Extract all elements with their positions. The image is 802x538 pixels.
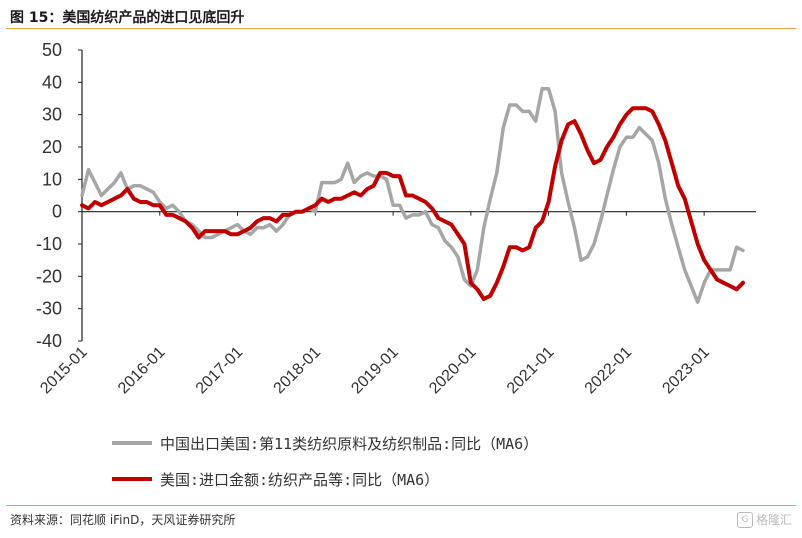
y-tick-label: 10 xyxy=(42,169,62,189)
x-tick-label: 2021-01 xyxy=(504,344,558,398)
series-line-2 xyxy=(80,106,745,301)
bottom-rule xyxy=(6,505,796,506)
series-line-1 xyxy=(80,87,745,304)
y-tick-label: 30 xyxy=(42,105,62,125)
y-axis-ticks: 50 40 30 20 10 0 -10 -20 -30 -40 xyxy=(36,40,82,351)
y-tick-label: -20 xyxy=(36,266,62,286)
x-tick-label: 2016-01 xyxy=(115,344,169,398)
y-tick-label: 40 xyxy=(42,72,62,92)
x-tick-label: 2015-01 xyxy=(37,344,91,398)
y-tick-label: 50 xyxy=(42,40,62,60)
y-tick-label: -10 xyxy=(36,234,62,254)
y-tick-label: -30 xyxy=(36,299,62,319)
x-tick-label: 2017-01 xyxy=(193,344,247,398)
x-tick-label: 2020-01 xyxy=(426,344,480,398)
y-tick-label: -40 xyxy=(36,331,62,351)
x-tick-label: 2018-01 xyxy=(271,344,325,398)
legend-label-2: 美国:进口金额:纺织产品等:同比（MA6） xyxy=(160,471,439,489)
source-note: 资料来源：同花顺 iFinD，天风证券研究所 xyxy=(10,513,236,527)
watermark-text: 格隆汇 xyxy=(755,513,792,527)
figure-title: 图 15：美国纺织产品的进口见底回升 xyxy=(10,10,245,26)
x-tick-label: 2022-01 xyxy=(582,344,636,398)
series-layer xyxy=(80,87,745,304)
legend-label-1: 中国出口美国:第11类纺织原料及纺织制品:同比（MA6） xyxy=(160,435,538,453)
y-tick-label: 20 xyxy=(42,137,62,157)
y-tick-label: 0 xyxy=(52,202,62,222)
watermark-logo-icon: G xyxy=(736,511,753,528)
x-tick-label: 2023-01 xyxy=(659,344,713,398)
top-rule xyxy=(6,28,796,29)
watermark: G 格隆汇 xyxy=(736,511,792,528)
x-axis: 2015-01 2016-01 2017-01 2018-01 2019-01 2020-… xyxy=(37,50,756,397)
legend: 中国出口美国:第11类纺织原料及纺织制品:同比（MA6） 美国:进口金额:纺织产品… xyxy=(112,435,538,489)
x-tick-label: 2019-01 xyxy=(348,344,402,398)
